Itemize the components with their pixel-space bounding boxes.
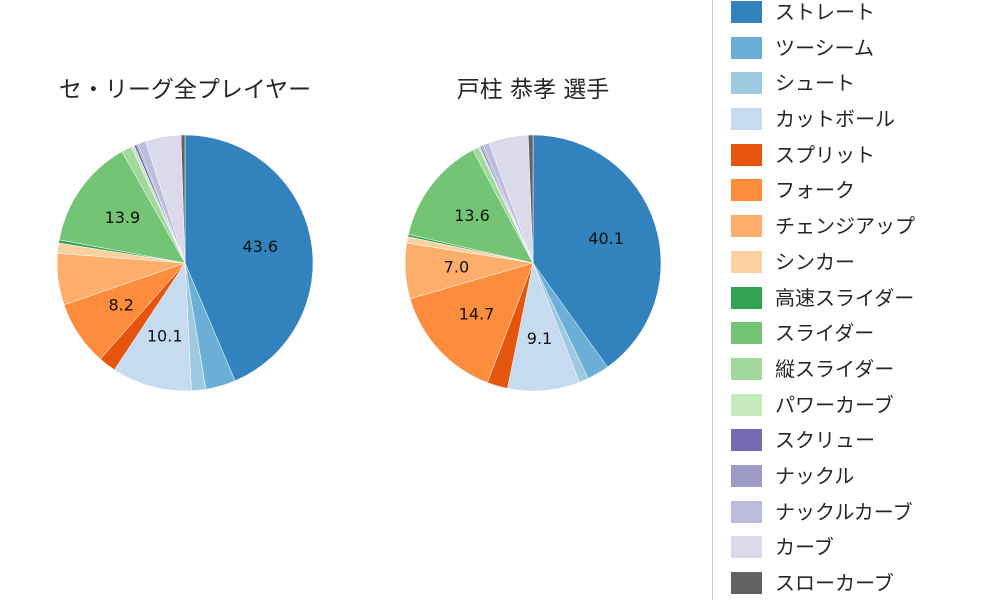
legend-swatch: [731, 572, 762, 594]
legend-swatch: [731, 429, 762, 452]
legend-swatch: [731, 179, 762, 202]
legend-item: パワーカーブ: [731, 392, 1000, 417]
pie-slice: [184, 134, 314, 382]
pie-slice-label: 14.7: [459, 305, 495, 324]
legend-item: スプリット: [731, 142, 1000, 167]
legend-item-label: フォーク: [775, 178, 855, 203]
pie-slice-label: 40.1: [588, 229, 624, 248]
legend-item-label: ナックルカーブ: [775, 499, 913, 524]
legend-item-label: スライダー: [775, 321, 875, 346]
legend-item: カットボール: [731, 107, 1000, 132]
pie-slice: [58, 151, 186, 264]
legend-item: スライダー: [731, 321, 1000, 346]
legend-swatch: [731, 357, 762, 380]
legend-item: シンカー: [731, 249, 1000, 274]
legend-item: 高速スライダー: [731, 285, 1000, 310]
legend-item-label: ツーシーム: [775, 35, 874, 60]
legend-item-label: ストレート: [775, 0, 875, 24]
legend-item: スローカーブ: [731, 572, 1000, 594]
legend-item-label: シンカー: [775, 249, 855, 274]
legend-item-label: 縦スライダー: [775, 356, 895, 381]
pie-slice-label: 10.1: [147, 327, 183, 346]
left-pie-title: セ・リーグ全プレイヤー: [58, 77, 312, 103]
legend-swatch: [731, 464, 762, 487]
legend-items: ストレートツーシームシュートカットボール スプリットフォークチェンジアップ シンカー…: [731, 1, 1000, 594]
pie-slice: [532, 134, 662, 368]
legend-swatch: [731, 286, 762, 309]
legend-item: スクリュー: [731, 428, 1000, 453]
legend-swatch: [731, 1, 762, 23]
legend-item: チェンジアップ: [731, 214, 1000, 239]
pie-slice-label: 8.2: [108, 295, 133, 314]
legend-swatch: [731, 536, 762, 559]
legend-item-label: ナックル: [775, 463, 855, 488]
legend-item-label: スローカーブ: [775, 571, 894, 595]
pie-slice: [180, 134, 186, 264]
legend-item-label: カーブ: [775, 535, 834, 560]
legend-swatch: [731, 143, 762, 166]
legend-item: ナックルカーブ: [731, 499, 1000, 524]
pie-slice: [407, 149, 534, 264]
legend-item: 縦スライダー: [731, 356, 1000, 381]
legend-item: ツーシーム: [731, 35, 1000, 60]
right-pie-title: 戸柱 恭孝 選手: [456, 77, 610, 103]
legend-item: カーブ: [731, 535, 1000, 560]
legend-swatch: [731, 322, 762, 345]
pie-slice-label: 9.1: [527, 329, 552, 348]
legend-item-label: スプリット: [775, 142, 875, 167]
pie-slice-label: 13.6: [454, 206, 490, 225]
legend: ストレートツーシームシュートカットボール スプリットフォークチェンジアップ シンカー…: [712, 0, 1000, 600]
legend-swatch: [731, 500, 762, 523]
pie-slice: [527, 134, 534, 264]
pie-slice: [114, 262, 192, 392]
legend-item: ストレート: [731, 1, 1000, 23]
legend-swatch: [731, 108, 762, 131]
legend-item-label: カットボール: [775, 107, 895, 132]
pie-slice-label: 43.6: [242, 237, 278, 256]
legend-swatch: [731, 72, 762, 95]
pie-slice-label: 7.0: [444, 257, 469, 276]
legend-swatch: [731, 215, 762, 238]
pie-slice-label: 13.9: [105, 208, 141, 227]
legend-item-label: 高速スライダー: [775, 285, 915, 310]
legend-item-label: シュート: [775, 71, 855, 96]
legend-swatch: [731, 250, 762, 273]
pie-slice: [409, 262, 534, 383]
legend-item-label: パワーカーブ: [775, 392, 894, 417]
legend-swatch: [731, 393, 762, 416]
legend-item-label: チェンジアップ: [775, 214, 915, 239]
legend-item: フォーク: [731, 178, 1000, 203]
legend-item-label: スクリュー: [775, 428, 875, 453]
legend-item: ナックル: [731, 463, 1000, 488]
legend-item: シュート: [731, 71, 1000, 96]
legend-swatch: [731, 36, 762, 59]
